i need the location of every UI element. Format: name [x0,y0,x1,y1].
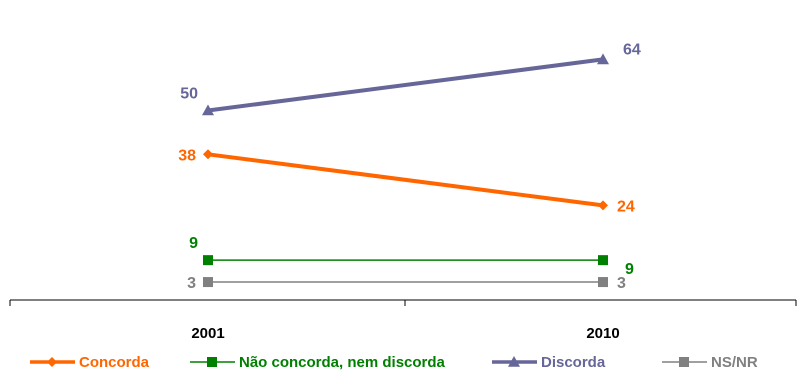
data-label: 50 [180,86,198,103]
legend-marker [47,357,57,367]
x-tick-label: 2001 [191,325,224,342]
data-point [203,277,213,288]
data-point [202,104,214,116]
legend-item: NS/NR [662,354,758,371]
data-label: 24 [617,198,635,215]
x-tick-label: 2010 [586,325,619,342]
data-point [597,53,609,65]
data-label: 64 [623,41,641,58]
legend-item: Concorda [30,354,150,371]
legend-label: NS/NR [711,354,758,371]
legend-marker [508,356,520,367]
data-point [598,277,608,288]
data-point [203,149,213,160]
data-label: 9 [625,261,634,278]
data-label: 38 [178,147,196,164]
series-line [207,57,604,113]
legend-marker [207,357,217,367]
data-label: 9 [189,235,198,252]
data-label: 3 [187,275,196,292]
data-point [203,255,213,266]
x-axis: 2001 2010 [9,299,797,342]
legend-item: Não concorda, nem discorda [190,354,446,371]
legend-label: Concorda [79,354,150,371]
data-point [598,200,608,211]
legend-item: Discorda [492,354,606,371]
series-n-o-concorda-nem-discorda: 99 [189,235,634,278]
legend-label: Não concorda, nem discorda [239,354,446,371]
legend: Concorda Não concorda, nem discorda Discor… [30,354,758,371]
data-label: 3 [617,275,626,292]
series-discorda: 50 64 [180,41,641,116]
data-point [598,255,608,266]
series-concorda: 38 24 [178,147,635,215]
legend-marker [679,357,689,367]
series-line [207,152,604,208]
legend-label: Discorda [541,354,606,371]
